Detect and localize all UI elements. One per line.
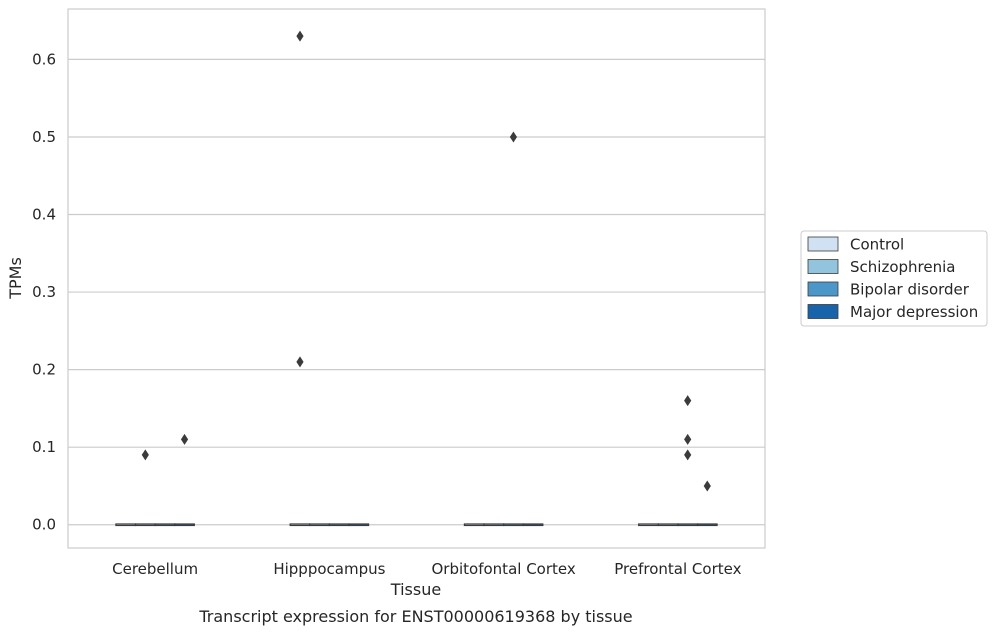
box-major-depression (348, 523, 370, 527)
legend-label: Control (850, 236, 904, 254)
y-tick-label: 0.1 (32, 438, 56, 456)
legend-label: Schizophrenia (850, 258, 955, 276)
x-tick-labels: Cerebellum Hipppocampus Orbitofontal Corte… (112, 560, 741, 578)
legend-swatch (807, 281, 839, 297)
y-axis-title: TPMs (6, 257, 25, 300)
chart-caption: Transcript expression for ENST0000061936… (198, 607, 632, 626)
grid-lines (68, 58, 765, 526)
legend-label: Bipolar disorder (850, 281, 970, 299)
legend: Control Schizophrenia Bipolar disorder Majo… (800, 230, 988, 327)
box-bipolar-disorder (154, 523, 176, 527)
outlier-point (141, 449, 149, 461)
y-tick-label: 0.4 (32, 206, 56, 224)
box-major-depression (174, 523, 195, 527)
x-tick-label: Hipppocampus (273, 560, 385, 578)
plot-frame (67, 8, 766, 549)
x-axis-title: Tissue (390, 580, 441, 599)
box-schizophrenia (657, 523, 679, 527)
legend-swatch (807, 236, 839, 252)
y-tick-label: 0.0 (32, 516, 56, 534)
y-tick-label: 0.3 (32, 283, 56, 301)
outlier-point (684, 395, 692, 407)
legend-swatch (807, 259, 839, 274)
box-control (463, 523, 485, 527)
box-bipolar-disorder (503, 523, 524, 527)
x-tick-label: Cerebellum (112, 560, 198, 578)
outlier-point (703, 480, 711, 492)
outlier-point (296, 356, 304, 368)
outlier-point (684, 449, 692, 461)
box-major-depression (696, 523, 718, 527)
outlier-point (180, 433, 189, 445)
y-tick-labels: 0.0 0.1 0.2 0.3 0.4 0.5 0.6 (32, 50, 56, 533)
outlier-point (296, 30, 304, 42)
box-schizophrenia (483, 523, 505, 527)
box-bipolar-disorder (328, 523, 350, 527)
x-tick-label: Prefrontal Cortex (614, 560, 741, 578)
box-control (638, 523, 659, 527)
x-tick-label: Orbitofontal Cortex (432, 560, 576, 578)
y-tick-label: 0.5 (32, 128, 56, 146)
box-control (115, 523, 137, 527)
box-bipolar-disorder (677, 523, 699, 527)
y-tick-label: 0.2 (32, 361, 56, 379)
outlier-point (684, 433, 692, 445)
box-schizophrenia (309, 523, 330, 527)
legend-label: Major depression (850, 303, 978, 321)
outlier-marks (141, 30, 711, 492)
outlier-point (509, 131, 518, 143)
box-schizophrenia (134, 523, 156, 527)
legend-frame (800, 230, 988, 327)
legend-swatch (807, 304, 839, 319)
box-marks (115, 523, 718, 527)
box-control (289, 523, 311, 527)
box-major-depression (522, 523, 544, 527)
y-tick-label: 0.6 (32, 50, 56, 68)
